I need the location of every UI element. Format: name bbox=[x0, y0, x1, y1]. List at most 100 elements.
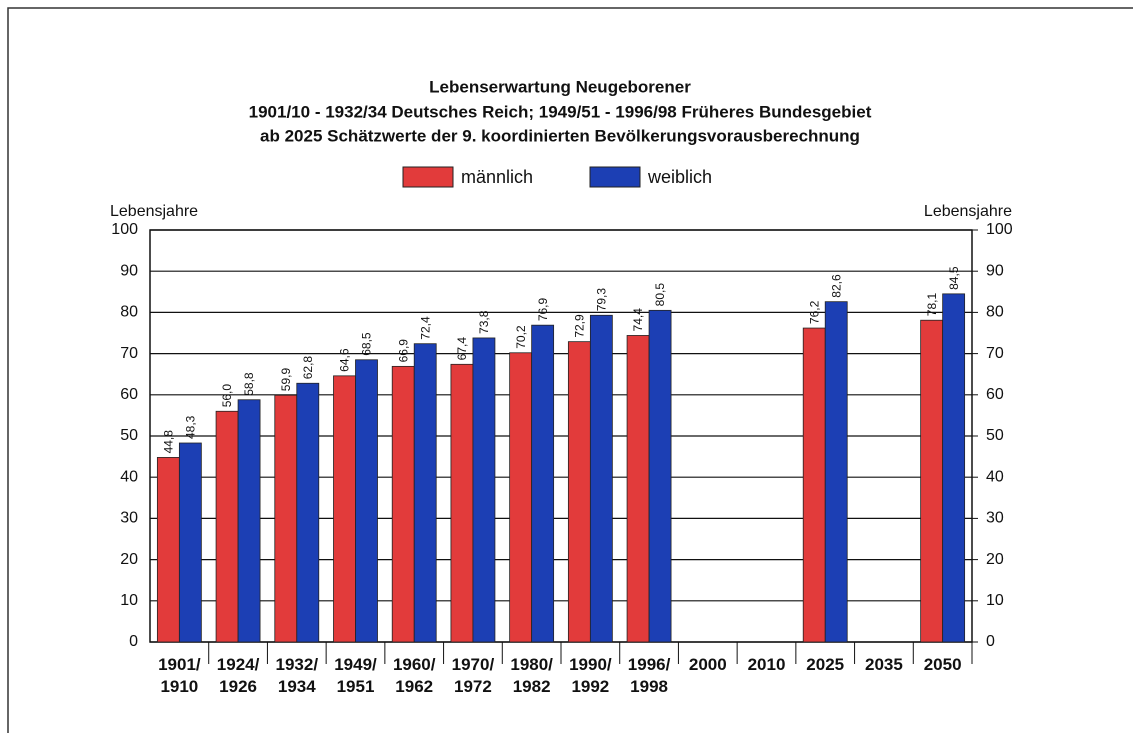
bar bbox=[824, 301, 848, 643]
bar bbox=[567, 341, 591, 643]
value-label: 74,4 bbox=[631, 308, 645, 332]
bar bbox=[589, 314, 613, 643]
x-tick-label-line: 1992 bbox=[571, 677, 609, 696]
legend-label: männlich bbox=[461, 167, 533, 187]
x-tick-label-line: 1990/ bbox=[569, 655, 612, 674]
x-tick-label: 1924/1926 bbox=[217, 655, 260, 696]
x-tick-label-line: 1998 bbox=[630, 677, 668, 696]
bar bbox=[531, 324, 555, 643]
y-tick-label: 90 bbox=[120, 262, 138, 279]
x-tick-label: 2025 bbox=[806, 655, 844, 674]
legend-label: weiblich bbox=[647, 167, 712, 187]
x-tick-label: 1901/1910 bbox=[158, 655, 201, 696]
x-tick-label-line: 2050 bbox=[924, 655, 962, 674]
x-tick-label-line: 1970/ bbox=[452, 655, 495, 674]
y2-tick-label: 90 bbox=[986, 262, 1004, 279]
value-label: 67,4 bbox=[455, 337, 469, 361]
bar bbox=[237, 399, 261, 643]
y-tick-label: 10 bbox=[120, 592, 138, 609]
value-label: 68,5 bbox=[360, 332, 374, 356]
y-tick-label: 50 bbox=[120, 427, 138, 444]
bar bbox=[648, 309, 672, 643]
bar bbox=[802, 327, 826, 643]
value-label: 70,2 bbox=[514, 325, 528, 349]
x-tick-label-line: 1996/ bbox=[628, 655, 671, 674]
x-tick-label: 2035 bbox=[865, 655, 903, 674]
bar bbox=[274, 394, 298, 643]
chart-subtitle: ab 2025 Schätzwerte der 9. koordinierten… bbox=[260, 126, 860, 145]
y2-tick-label: 50 bbox=[986, 427, 1004, 444]
value-label: 48,3 bbox=[184, 415, 198, 439]
y-tick-label: 40 bbox=[120, 468, 138, 485]
x-tick-label-line: 1951 bbox=[337, 677, 375, 696]
y2-tick-label: 0 bbox=[986, 633, 995, 650]
value-label: 72,9 bbox=[573, 314, 587, 338]
x-tick-label-line: 2000 bbox=[689, 655, 727, 674]
x-tick-label: 2000 bbox=[689, 655, 727, 674]
y2-axis-label: Lebensjahre bbox=[924, 203, 1012, 220]
value-label: 78,1 bbox=[925, 293, 939, 317]
bar bbox=[509, 352, 533, 643]
y-tick-label: 20 bbox=[120, 551, 138, 568]
bar bbox=[942, 293, 966, 643]
bar bbox=[178, 442, 202, 643]
value-label: 58,8 bbox=[242, 372, 256, 396]
y2-tick-label: 10 bbox=[986, 592, 1004, 609]
x-tick-label: 1932/1934 bbox=[276, 655, 319, 696]
x-tick-label: 1960/1962 bbox=[393, 655, 436, 696]
y2-tick-label: 40 bbox=[986, 468, 1004, 485]
x-tick-label-line: 1980/ bbox=[510, 655, 553, 674]
bar bbox=[626, 335, 650, 643]
chart-title: Lebenserwartung Neugeborener bbox=[429, 77, 691, 96]
value-label: 59,9 bbox=[279, 368, 293, 392]
y2-tick-label: 80 bbox=[986, 304, 1004, 321]
x-tick-label-line: 1962 bbox=[395, 677, 433, 696]
value-label: 62,8 bbox=[301, 356, 315, 380]
y2-tick-label: 30 bbox=[986, 510, 1004, 527]
bar bbox=[472, 337, 496, 643]
value-label: 56,0 bbox=[220, 384, 234, 408]
x-tick-label-line: 1910 bbox=[160, 677, 198, 696]
y-tick-label: 60 bbox=[120, 386, 138, 403]
frame bbox=[7, 7, 1133, 733]
x-tick-label-line: 1972 bbox=[454, 677, 492, 696]
bar bbox=[450, 363, 474, 643]
bar bbox=[296, 382, 320, 643]
value-label: 84,5 bbox=[947, 266, 961, 290]
y-axis-label: Lebensjahre bbox=[110, 203, 198, 220]
x-tick-label-line: 2010 bbox=[748, 655, 786, 674]
x-tick-label-line: 1960/ bbox=[393, 655, 436, 674]
legend-swatch bbox=[589, 166, 641, 188]
bar bbox=[333, 375, 356, 643]
value-label: 80,5 bbox=[653, 283, 667, 307]
value-label: 64,6 bbox=[338, 348, 352, 372]
x-tick-label: 1996/1998 bbox=[628, 655, 671, 696]
value-label: 79,3 bbox=[595, 288, 609, 312]
chart-subtitle: 1901/10 - 1932/34 Deutsches Reich; 1949/… bbox=[249, 102, 872, 121]
bar bbox=[391, 365, 415, 643]
x-tick-label-line: 1901/ bbox=[158, 655, 201, 674]
y2-tick-label: 20 bbox=[986, 551, 1004, 568]
x-tick-label: 2050 bbox=[924, 655, 962, 674]
y-tick-label: 70 bbox=[120, 345, 138, 362]
x-tick-label-line: 1932/ bbox=[276, 655, 319, 674]
x-tick-label-line: 2025 bbox=[806, 655, 844, 674]
value-label: 82,6 bbox=[829, 274, 843, 298]
value-label: 44,8 bbox=[162, 430, 176, 454]
y2-tick-label: 70 bbox=[986, 345, 1004, 362]
x-tick-label-line: 2035 bbox=[865, 655, 903, 674]
x-tick-label: 1970/1972 bbox=[452, 655, 495, 696]
x-tick-label-line: 1982 bbox=[513, 677, 551, 696]
y2-tick-label: 60 bbox=[986, 386, 1004, 403]
legend-swatch bbox=[402, 166, 454, 188]
x-tick-label-line: 1926 bbox=[219, 677, 257, 696]
x-tick-label: 1990/1992 bbox=[569, 655, 612, 696]
bar bbox=[355, 359, 378, 643]
x-tick-label: 1980/1982 bbox=[510, 655, 553, 696]
x-tick-label-line: 1934 bbox=[278, 677, 316, 696]
value-label: 66,9 bbox=[396, 339, 410, 363]
bar bbox=[156, 457, 180, 643]
y-tick-label: 0 bbox=[129, 633, 138, 650]
value-label: 76,9 bbox=[536, 297, 550, 321]
